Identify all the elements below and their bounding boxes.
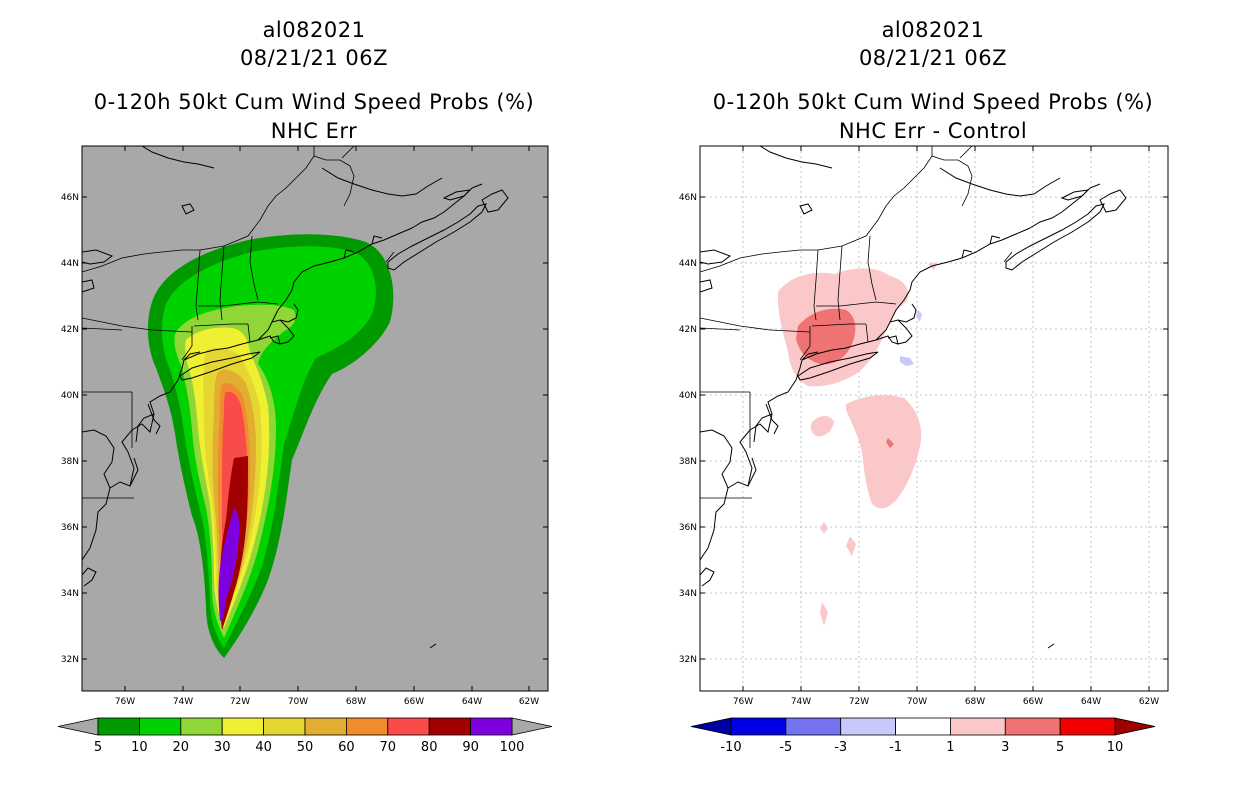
left-lon-label-66w: 66W <box>404 697 424 707</box>
right-difference-contours <box>700 146 1127 649</box>
right-colorbar-label: 5 <box>1056 740 1064 755</box>
right-subtitle: NHC Err - Control <box>838 119 1028 143</box>
left-colorbar-low-arrow <box>57 717 99 736</box>
left-colorbar-label: 5 <box>94 740 102 755</box>
right-product-title: 0-120h 50kt Cum Wind Speed Probs (%) <box>712 90 1154 114</box>
left-lon-label-62w: 62W <box>519 697 539 707</box>
left-colorbar-swatch <box>387 717 430 736</box>
left-map-panel: 32N 34N 36N 38N 40N 42N 44N 46N 76W 74W 72W 70W 68W 6… <box>61 145 549 707</box>
right-lat-label-36n: 36N <box>679 523 697 533</box>
left-colorbar-swatch <box>428 717 472 736</box>
right-colorbar-swatch <box>895 717 951 736</box>
right-lat-label-38n: 38N <box>679 457 697 467</box>
left-colorbar-label: 80 <box>421 740 438 755</box>
left-colorbar-swatch <box>221 717 264 736</box>
left-lat-label-42n: 42N <box>61 325 79 335</box>
left-lat-label-46n: 46N <box>61 193 79 203</box>
right-lat-label-40n: 40N <box>679 391 697 401</box>
left-probability-contours <box>82 146 509 658</box>
right-colorbar-label: 3 <box>1001 740 1009 755</box>
right-colorbar-label: -1 <box>889 740 902 755</box>
right-colorbar-swatch <box>730 717 787 736</box>
left-colorbar-label: 60 <box>338 740 355 755</box>
right-map-panel: 32N 34N 36N 38N 40N 42N 44N 46N 76W 74W 72W 70W 68W 6… <box>679 145 1169 707</box>
right-colorbar-label: -5 <box>779 740 792 755</box>
left-lon-label-72w: 72W <box>230 697 250 707</box>
left-colorbar-label: 50 <box>297 740 314 755</box>
right-colorbar: -10 -5 -3 -1 1 3 5 10 <box>690 717 1156 755</box>
right-lon-label-70w: 70W <box>907 697 927 707</box>
left-colorbar-swatch <box>345 717 389 736</box>
left-colorbar: 5 10 20 30 40 50 60 70 80 90 100 <box>57 717 553 755</box>
left-datetime: 08/21/21 06Z <box>239 46 389 70</box>
left-colorbar-label: 40 <box>255 740 272 755</box>
right-colorbar-label: -3 <box>834 740 847 755</box>
right-lon-label-68w: 68W <box>965 697 985 707</box>
left-colorbar-label: 70 <box>380 740 397 755</box>
left-colorbar-swatch <box>138 717 182 736</box>
left-colorbar-swatch <box>97 717 140 736</box>
right-colorbar-swatch <box>1059 717 1116 736</box>
left-colorbar-label: 20 <box>173 740 190 755</box>
left-storm-id: al082021 <box>262 18 366 42</box>
left-lat-label-40n: 40N <box>61 391 79 401</box>
left-colorbar-high-arrow <box>511 717 553 736</box>
right-lon-label-64w: 64W <box>1081 697 1101 707</box>
left-lat-label-34n: 34N <box>61 589 79 599</box>
left-lon-label-70w: 70W <box>288 697 308 707</box>
left-colorbar-swatch <box>304 717 347 736</box>
left-colorbar-label: 90 <box>462 740 479 755</box>
right-lon-label-66w: 66W <box>1023 697 1043 707</box>
right-colorbar-label: 1 <box>946 740 954 755</box>
right-lat-label-42n: 42N <box>679 325 697 335</box>
right-lat-label-34n: 34N <box>679 589 697 599</box>
left-colorbar-label: 30 <box>214 740 231 755</box>
right-datetime: 08/21/21 06Z <box>858 46 1008 70</box>
right-colorbar-low-arrow <box>690 717 732 736</box>
left-colorbar-swatch <box>263 717 306 736</box>
left-product-title: 0-120h 50kt Cum Wind Speed Probs (%) <box>93 90 535 114</box>
left-lat-label-36n: 36N <box>61 523 79 533</box>
right-colorbar-swatch <box>840 717 896 736</box>
left-lon-label-74w: 74W <box>173 697 193 707</box>
right-colorbar-swatch <box>950 717 1006 736</box>
right-lat-label-44n: 44N <box>679 259 697 269</box>
left-lon-label-64w: 64W <box>462 697 482 707</box>
left-colorbar-swatch <box>180 717 223 736</box>
right-colorbar-high-arrow <box>1114 717 1156 736</box>
left-colorbar-label: 100 <box>500 740 525 755</box>
right-lon-label-62w: 62W <box>1139 697 1159 707</box>
right-map-frame <box>699 145 1169 692</box>
right-lon-label-74w: 74W <box>791 697 811 707</box>
left-colorbar-label: 10 <box>131 740 148 755</box>
left-map-frame <box>81 145 549 692</box>
right-storm-id: al082021 <box>881 18 985 42</box>
left-map-background <box>82 146 548 691</box>
left-lat-label-38n: 38N <box>61 457 79 467</box>
left-lon-label-76w: 76W <box>115 697 135 707</box>
right-colorbar-label: -10 <box>720 740 741 755</box>
left-lon-label-68w: 68W <box>346 697 366 707</box>
right-lat-label-46n: 46N <box>679 193 697 203</box>
right-lat-label-32n: 32N <box>679 655 697 665</box>
right-lon-label-72w: 72W <box>849 697 869 707</box>
left-lat-label-44n: 44N <box>61 259 79 269</box>
right-colorbar-swatch <box>1004 717 1061 736</box>
left-lat-label-32n: 32N <box>61 655 79 665</box>
left-subtitle: NHC Err <box>270 119 358 143</box>
right-lon-label-76w: 76W <box>733 697 753 707</box>
right-colorbar-label: 10 <box>1107 740 1124 755</box>
right-colorbar-swatch <box>785 717 842 736</box>
right-map-background <box>700 146 1168 691</box>
left-colorbar-swatch <box>470 717 513 736</box>
